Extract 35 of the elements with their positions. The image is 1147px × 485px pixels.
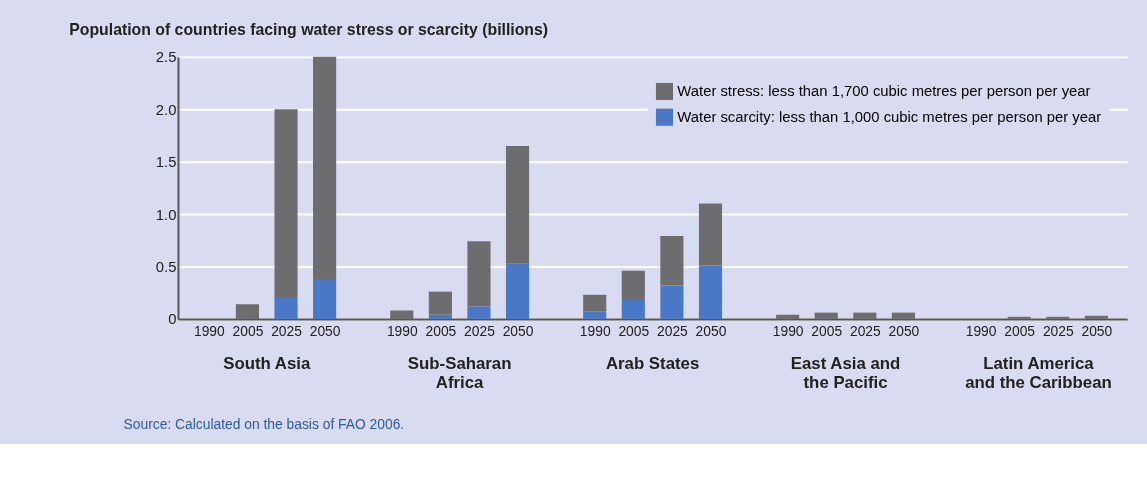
x-tick-label: 1990 [579, 323, 611, 340]
x-tick-label: 2050 [502, 323, 534, 340]
y-axis-title: Population of countries facing water stress or scarcity (billions) [69, 21, 549, 39]
text: Sub-Saharan Africa [407, 354, 512, 393]
x-tick-label: 2050 [309, 323, 341, 340]
x-tick-label: 2005 [618, 323, 650, 340]
x-tick-label: 2050 [1081, 323, 1113, 340]
x-tick-label: 1990 [386, 323, 418, 340]
x-tick-label: 2005 [1004, 323, 1036, 340]
y-tick-label: 1.0 [155, 206, 177, 223]
x-tick-label: 2050 [888, 323, 920, 340]
x-tick-label: 2005 [811, 323, 843, 340]
x-tick-label: 1990 [772, 323, 804, 340]
x-tick-label: 1990 [193, 323, 226, 340]
text: South Asia [223, 354, 311, 374]
source-note: Source: Calculated on the basis of FAO 2006. [123, 415, 405, 432]
x-tick-label: 2005 [232, 323, 264, 340]
x-tick-label: 2050 [695, 323, 727, 340]
text: Arab States [605, 354, 700, 374]
y-tick-label: 2.5 [155, 49, 177, 66]
text: Latin America and the Caribbean [965, 354, 1112, 393]
x-tick-label: 2025 [1042, 323, 1074, 340]
x-tick-label: 2025 [464, 323, 496, 340]
x-tick-label: 2005 [425, 323, 457, 340]
y-tick-label: 0 [168, 311, 177, 328]
x-tick-label: 2025 [849, 323, 882, 340]
y-tick-label: 2.0 [155, 101, 177, 118]
legend-label: Water stress: less than 1,700 cubic metres per person per year [677, 83, 1091, 100]
x-tick-label: 1990 [965, 323, 997, 340]
y-tick-label: 1.5 [155, 154, 177, 171]
y-tick-label: 0.5 [155, 258, 177, 275]
x-tick-label: 2025 [657, 323, 689, 340]
x-tick-label: 2025 [271, 323, 303, 340]
legend-label: Water scarcity: less than 1,000 cubic metres per person per year [677, 109, 1102, 126]
text: East Asia and the Pacific [790, 354, 901, 393]
